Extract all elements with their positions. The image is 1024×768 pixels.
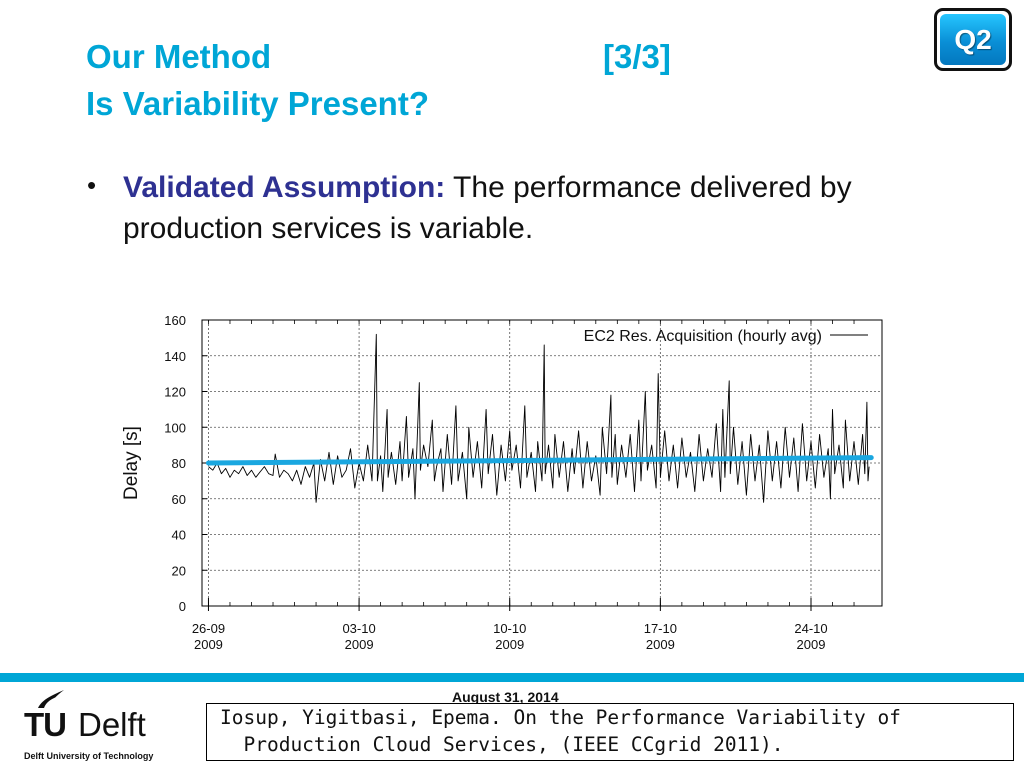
x-tick-label-date: 17-10 [644,621,677,636]
y-tick-label: 40 [172,528,186,543]
bullet-lead: Validated Assumption: [123,171,446,204]
y-tick-label: 160 [164,313,186,328]
question-badge-label: Q2 [940,14,1006,65]
chart-trend [205,455,874,466]
series-line [208,333,870,503]
flame-icon [38,690,64,708]
y-tick-label: 0 [179,599,186,614]
y-tick-label: 120 [164,385,186,400]
x-tick-label-date: 24-10 [794,621,827,636]
slide-page-indicator: [3/3] [603,38,671,75]
y-tick-label: 20 [172,563,186,578]
slide-subtitle: Is Variability Present? [86,85,429,122]
x-tick-label-year: 2009 [345,637,374,652]
delay-chart: EC2 Res. Acquisition (hourly avg) 0 20 40 6… [121,313,883,652]
chart-axes [201,319,883,611]
legend-label: EC2 Res. Acquisition (hourly avg) [584,328,822,345]
bullet-body: The performance delivered by production … [123,171,852,245]
footer-divider [0,673,1024,682]
footer-date: August 31, 2014 [452,689,559,705]
y-tick-label: 100 [164,420,186,435]
logo-tu: TU [24,706,67,743]
question-badge[interactable]: Q2 [934,8,1012,71]
x-tick-label-year: 2009 [797,637,826,652]
bullet-marker: • [87,170,97,200]
x-tick-label-year: 2009 [194,637,223,652]
chart-legend: EC2 Res. Acquisition (hourly avg) [584,328,868,345]
logo-subtitle: Delft University of Technology [24,751,154,761]
slide-title: Our Method [86,38,272,75]
x-tick-label-date: 03-10 [342,621,375,636]
x-tick-label-date: 10-10 [493,621,526,636]
y-tick-label: 140 [164,349,186,364]
tudelft-logo: TU Delft Delft University of Technology [24,688,204,766]
x-tick-label-year: 2009 [495,637,524,652]
y-axis-label: Delay [s] [121,426,142,500]
citation-box: Iosup, Yigitbasi, Epema. On the Performa… [206,703,1014,761]
chart-labels: 02040608010012014016026-09200903-1020091… [121,313,828,652]
plot-frame [201,319,883,607]
y-tick-label: 80 [172,456,186,471]
bullet-text: Validated Assumption: The performance de… [123,167,943,249]
x-tick-label-year: 2009 [646,637,675,652]
y-tick-label: 60 [172,492,186,507]
logo-delft: Delft [78,706,146,743]
chart-series [208,333,870,503]
average-trend-line [205,455,874,466]
x-tick-label-date: 26-09 [192,621,225,636]
